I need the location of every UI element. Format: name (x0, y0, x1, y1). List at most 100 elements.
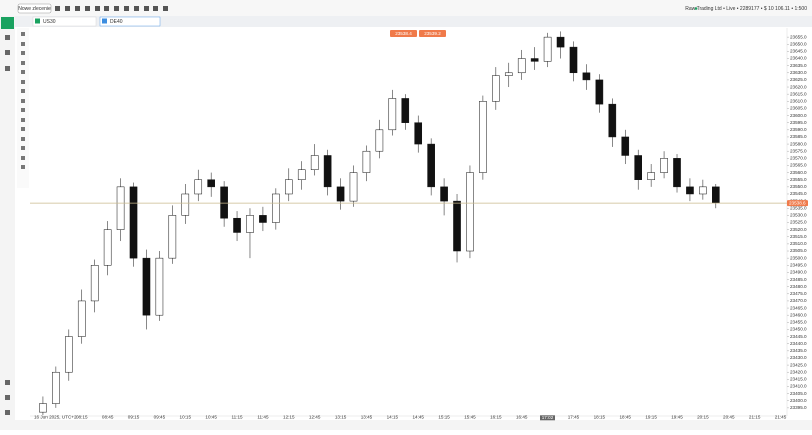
y-tick-label: 23465.0 (790, 305, 807, 310)
candle-body (401, 98, 410, 123)
buy-price[interactable]: 23539.2 (424, 31, 441, 36)
x-tick-label: 18:15 (594, 415, 606, 420)
candle-body (129, 186, 138, 259)
y-tick-label: 23425.0 (790, 362, 807, 367)
crosshair-label: 17:02 (542, 415, 554, 420)
y-tick-label: 23640.0 (790, 56, 807, 61)
y-tick-label: 23615.0 (790, 91, 807, 96)
candle-body (492, 75, 500, 102)
live-dot (694, 7, 698, 10)
tab-bar (0, 16, 812, 27)
y-tick-label: 23400.0 (790, 398, 807, 403)
x-tick-label: 19:45 (671, 415, 683, 420)
tab-label[interactable]: DE40 (110, 19, 123, 25)
x-tick-label: 16:15 (490, 415, 502, 420)
x-tick-label: 10:45 (205, 415, 217, 420)
candle-body (699, 186, 707, 195)
x-tick-label: 21:45 (775, 415, 787, 420)
y-tick-label: 23655.0 (790, 34, 807, 39)
buy-button[interactable] (419, 30, 446, 37)
sell-button[interactable] (390, 30, 417, 37)
sell-price[interactable]: 23538.4 (395, 31, 412, 36)
x-tick-label: 21:15 (749, 415, 761, 420)
y-tick-label: 23420.0 (790, 369, 807, 374)
y-tick-label: 23530.0 (790, 213, 807, 218)
candle-body (375, 129, 384, 152)
candle-body (65, 336, 73, 373)
x-tick-label: 16:45 (516, 415, 528, 420)
candle-body (207, 179, 215, 188)
y-tick-label: 23510.0 (790, 241, 807, 246)
new-order-label[interactable]: Nowe zlecenie (18, 6, 51, 12)
current-price-tag (787, 200, 808, 207)
y-tick-label: 23620.0 (790, 84, 807, 89)
y-tick-label: 23525.0 (790, 220, 807, 225)
sidebar-active[interactable] (1, 17, 14, 29)
candle-body (569, 46, 578, 74)
y-tick-label: 23570.0 (790, 156, 807, 161)
y-tick-label: 23460.0 (790, 312, 807, 317)
candle-body (284, 179, 293, 195)
x-tick-label: 11:15 (231, 415, 243, 420)
tab-icon (102, 18, 107, 24)
candle-body (647, 172, 655, 180)
current-price-label: 23538.6 (789, 201, 806, 206)
y-tick-label: 23470.0 (790, 298, 807, 303)
y-tick-label: 23565.0 (790, 163, 807, 168)
x-tick-label: 17:45 (568, 415, 580, 420)
y-tick-label: 23440.0 (790, 341, 807, 346)
candle-body (686, 186, 694, 195)
candle-body (39, 403, 47, 413)
x-tick-label: 08:45 (102, 415, 114, 420)
candle-body (504, 72, 513, 76)
y-tick-label: 23455.0 (790, 320, 807, 325)
y-tick-label: 23405.0 (790, 391, 807, 396)
y-tick-label: 23550.0 (790, 184, 807, 189)
y-tick-label: 23480.0 (790, 284, 807, 289)
x-tick-label: 09:15 (128, 415, 140, 420)
candle-body (116, 186, 125, 230)
candle-body (556, 36, 565, 48)
chart: 23395.0 23400.0 23405.0 23410.0 23415.0 23420… (30, 31, 808, 421)
candle-body (259, 215, 267, 223)
candle-body (517, 58, 526, 74)
candle-body (582, 72, 591, 81)
candle-body (388, 98, 397, 131)
y-tick-label: 23595.0 (790, 120, 807, 125)
candle-body (673, 158, 681, 188)
y-tick-label: 23410.0 (790, 384, 807, 389)
tab[interactable] (32, 16, 97, 27)
candle-body (310, 155, 319, 170)
candle-body (479, 101, 487, 173)
y-tick-label: 23475.0 (790, 291, 807, 296)
sidebar-icons (5, 35, 10, 415)
x-start-label: 16 Jun 2025, UTC+2 (34, 415, 77, 420)
candle-body (621, 136, 630, 156)
y-tick-label: 23590.0 (790, 127, 807, 132)
candle-body (427, 143, 435, 188)
y-tick-label: 23505.0 (790, 248, 807, 253)
candle-body (660, 158, 668, 173)
x-tick-label: 12:45 (309, 415, 321, 420)
tab-label[interactable]: US30 (43, 19, 56, 25)
candle-body (634, 155, 642, 180)
x-tick-label: 12:15 (283, 415, 295, 420)
x-tick-label: 14:15 (387, 415, 399, 420)
candle-body (712, 186, 720, 204)
y-tick-label: 23635.0 (790, 63, 807, 68)
candle-body (90, 265, 99, 302)
status-bar (0, 420, 812, 430)
candle-body (414, 122, 423, 145)
candle-body (272, 193, 280, 223)
x-tick-label: 20:45 (723, 415, 735, 420)
candle-body (349, 172, 358, 202)
new-order-button[interactable] (17, 3, 52, 14)
y-tick-label: 23450.0 (790, 327, 807, 332)
candle-body (168, 215, 177, 259)
y-tick-label: 23435.0 (790, 348, 807, 353)
tab-active[interactable] (99, 16, 161, 27)
y-tick-label: 23585.0 (790, 134, 807, 139)
candle-body (246, 215, 254, 233)
x-tick-label: 15:45 (464, 415, 476, 420)
x-tick-label: 15:15 (438, 415, 450, 420)
